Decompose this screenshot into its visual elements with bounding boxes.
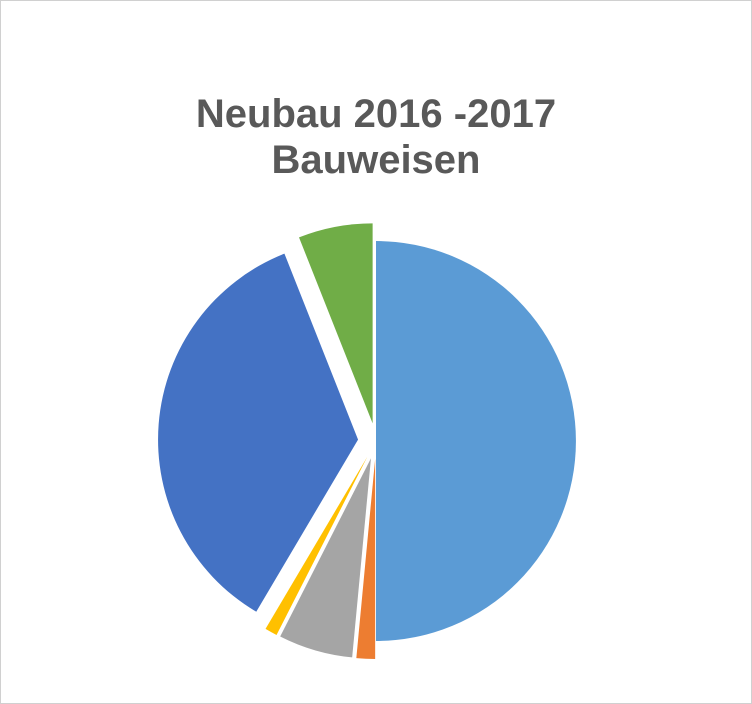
chart-title: Neubau 2016 -2017 Bauweisen: [1, 91, 751, 183]
pie-slice: [376, 241, 576, 641]
chart-title-line1: Neubau 2016 -2017: [1, 91, 751, 137]
pie-svg: [154, 219, 598, 663]
pie-chart: [154, 219, 598, 668]
chart-frame: Neubau 2016 -2017 Bauweisen: [0, 0, 752, 704]
chart-title-line2: Bauweisen: [1, 137, 751, 183]
